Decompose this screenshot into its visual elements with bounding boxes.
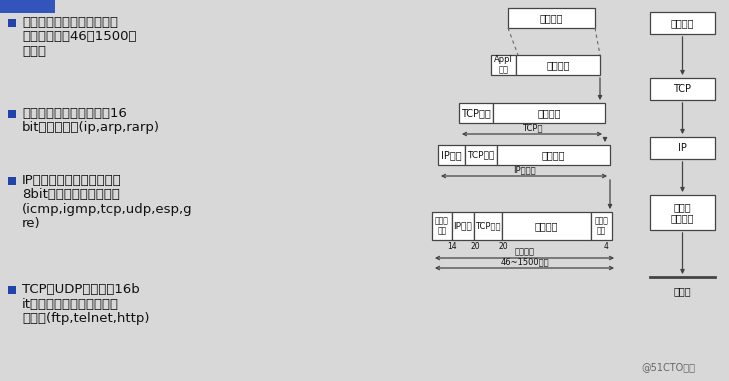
Bar [438, 145, 465, 165]
Bar [497, 145, 610, 165]
Text: it的端口号来表示不同的应: it的端口号来表示不同的应 [22, 298, 119, 311]
Text: TCP首部: TCP首部 [467, 150, 494, 160]
Text: 应用程序: 应用程序 [671, 18, 694, 28]
Text: 以太网
首部: 以太网 首部 [435, 216, 449, 236]
Bar [8, 177, 16, 185]
Bar [452, 212, 474, 240]
Text: 以太网数据帧的物理特性是: 以太网数据帧的物理特性是 [22, 16, 118, 29]
Bar [491, 55, 516, 75]
Text: IP数据报: IP数据报 [512, 165, 535, 174]
Text: 用户数据: 用户数据 [539, 13, 564, 23]
Text: TCP首部: TCP首部 [461, 108, 491, 118]
Text: 8bit的数值，称作协议域: 8bit的数值，称作协议域 [22, 189, 120, 202]
Bar [591, 212, 612, 240]
Text: 以太网
驱动程序: 以太网 驱动程序 [671, 202, 694, 223]
Bar [650, 78, 715, 100]
Text: 46~1500字节: 46~1500字节 [500, 257, 549, 266]
Text: TCP和UDP都用一个16b: TCP和UDP都用一个16b [22, 283, 140, 296]
Text: @51CTO博客: @51CTO博客 [641, 362, 695, 372]
Text: 应用数据: 应用数据 [542, 150, 565, 160]
Text: bit的帧类型域(ip,arp,rarp): bit的帧类型域(ip,arp,rarp) [22, 122, 160, 134]
Text: 以太网帧: 以太网帧 [515, 247, 534, 256]
Bar [650, 137, 715, 159]
Bar [474, 212, 502, 240]
Text: TCP首部: TCP首部 [475, 221, 501, 231]
Bar [465, 145, 497, 165]
Text: 以太网的帧首部也有一个16: 以太网的帧首部也有一个16 [22, 107, 127, 120]
Text: IP在首部中存入一个长度为: IP在首部中存入一个长度为 [22, 174, 122, 187]
Text: TCP段: TCP段 [522, 123, 542, 132]
Text: 应用数据: 应用数据 [535, 221, 558, 231]
Text: TCP: TCP [674, 84, 692, 94]
Text: IP首部: IP首部 [441, 150, 461, 160]
Bar [516, 55, 600, 75]
Text: 以太网
尾部: 以太网 尾部 [595, 216, 609, 236]
Text: 20: 20 [470, 242, 480, 251]
Text: 应用数据: 应用数据 [537, 108, 561, 118]
Bar [8, 286, 16, 294]
Text: re): re) [22, 218, 41, 231]
Text: IP: IP [678, 143, 687, 153]
Bar [650, 195, 715, 230]
Text: (icmp,igmp,tcp,udp,esp,g: (icmp,igmp,tcp,udp,esp,g [22, 203, 192, 216]
Bar [650, 12, 715, 34]
Bar [8, 19, 16, 27]
Text: 20: 20 [498, 242, 508, 251]
Text: 14: 14 [447, 242, 457, 251]
Bar [493, 103, 605, 123]
Text: Appl
首部: Appl 首部 [494, 55, 513, 75]
Bar [8, 110, 16, 118]
Bar [0, 0, 55, 13]
Bar [502, 212, 591, 240]
Text: 以太网: 以太网 [674, 286, 691, 296]
Bar [459, 103, 493, 123]
Text: 4: 4 [604, 242, 609, 251]
Bar [432, 212, 452, 240]
Text: 节之间: 节之间 [22, 45, 46, 58]
Text: 用程序(ftp,telnet,http): 用程序(ftp,telnet,http) [22, 312, 149, 325]
Text: IP首部: IP首部 [453, 221, 472, 231]
Bar [508, 8, 595, 28]
Text: 其长度必须在46～1500字: 其长度必须在46～1500字 [22, 30, 136, 43]
Text: 用户数据: 用户数据 [546, 60, 570, 70]
